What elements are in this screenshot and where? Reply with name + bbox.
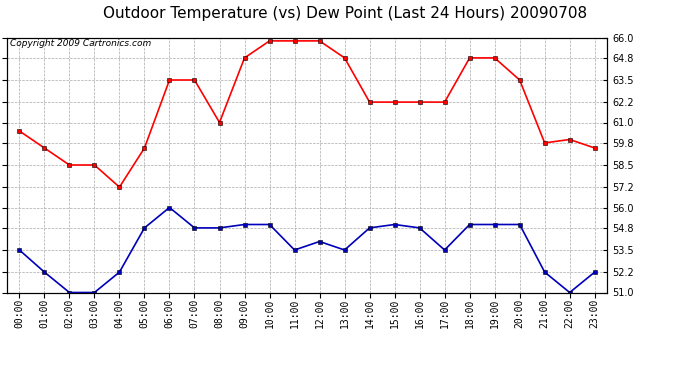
Text: Copyright 2009 Cartronics.com: Copyright 2009 Cartronics.com (10, 39, 151, 48)
Text: Outdoor Temperature (vs) Dew Point (Last 24 Hours) 20090708: Outdoor Temperature (vs) Dew Point (Last… (103, 6, 587, 21)
